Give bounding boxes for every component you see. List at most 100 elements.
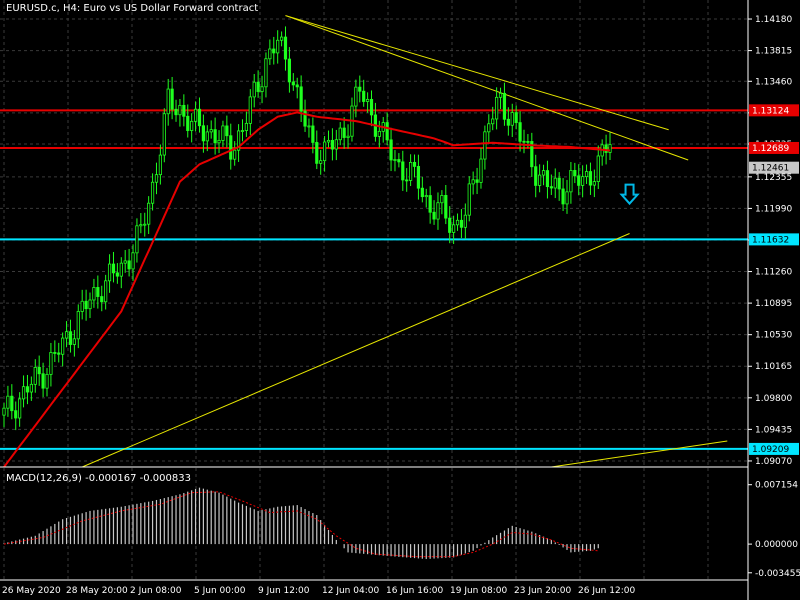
candle-body bbox=[162, 113, 166, 156]
candle bbox=[213, 117, 217, 155]
candle-body bbox=[440, 195, 444, 204]
candle-body bbox=[362, 90, 366, 102]
candle-body bbox=[186, 115, 190, 131]
time-tick-label: 28 May 20:00 bbox=[66, 586, 128, 596]
candle bbox=[440, 190, 444, 215]
candle-body bbox=[322, 141, 327, 162]
candle bbox=[57, 342, 61, 363]
candle bbox=[25, 374, 30, 405]
chart-grid bbox=[0, 0, 748, 580]
candle bbox=[264, 52, 268, 98]
candle bbox=[21, 375, 26, 408]
candle bbox=[84, 289, 88, 321]
candle bbox=[158, 144, 162, 185]
candle bbox=[319, 149, 323, 175]
level-tag-label: 1.13124 bbox=[752, 106, 789, 116]
candle-body bbox=[2, 407, 6, 416]
candle-body bbox=[197, 108, 202, 127]
candle-body bbox=[448, 217, 452, 233]
candle bbox=[131, 244, 135, 281]
candle bbox=[49, 342, 53, 387]
candle bbox=[420, 176, 424, 203]
candle bbox=[92, 278, 96, 308]
candle-body bbox=[111, 263, 116, 274]
candle-body bbox=[88, 299, 92, 310]
candle-body bbox=[502, 92, 507, 120]
candle bbox=[18, 392, 22, 427]
candle bbox=[538, 164, 542, 193]
candle-body bbox=[182, 104, 186, 117]
candle bbox=[311, 117, 315, 154]
time-tick-label: 5 Jun 00:00 bbox=[194, 586, 246, 596]
price-tick-label: 1.11260 bbox=[755, 268, 792, 278]
candle-body bbox=[405, 179, 409, 182]
candle bbox=[154, 162, 159, 195]
candle-body bbox=[221, 125, 225, 141]
level-tag bbox=[749, 141, 799, 154]
candle-body bbox=[268, 48, 272, 60]
candle-body bbox=[455, 219, 460, 226]
candle-body bbox=[80, 300, 84, 312]
candle bbox=[338, 122, 342, 146]
candle-body bbox=[365, 98, 370, 102]
candle-body bbox=[178, 104, 182, 116]
price-tick-label: 1.14180 bbox=[755, 15, 792, 25]
price-tick-label: 1.09435 bbox=[755, 425, 792, 435]
candle bbox=[354, 79, 358, 118]
candle-body bbox=[68, 331, 73, 345]
candle bbox=[225, 115, 229, 148]
candle-body bbox=[166, 88, 170, 115]
candle-body bbox=[491, 118, 495, 125]
candle-body bbox=[104, 280, 108, 303]
candle bbox=[561, 178, 565, 212]
candle bbox=[307, 118, 311, 138]
candle bbox=[362, 79, 366, 107]
candle bbox=[322, 136, 327, 172]
candle-body bbox=[553, 177, 557, 189]
candle bbox=[432, 200, 436, 225]
candle-body bbox=[127, 260, 131, 270]
candle bbox=[534, 154, 538, 198]
time-tick-label: 19 Jun 08:00 bbox=[450, 586, 507, 596]
candle-body bbox=[21, 386, 26, 400]
candle bbox=[315, 130, 319, 170]
candle-body bbox=[229, 135, 233, 160]
candle bbox=[479, 148, 483, 189]
candle-body bbox=[45, 373, 49, 389]
candle-body bbox=[495, 96, 499, 120]
candle bbox=[487, 114, 491, 144]
trend-lines bbox=[81, 15, 728, 468]
candle-body bbox=[299, 86, 303, 112]
candle bbox=[291, 73, 295, 91]
trend-line bbox=[285, 15, 689, 161]
candle-body bbox=[264, 58, 268, 88]
macd-subwindow bbox=[3, 487, 599, 560]
candle-body bbox=[236, 130, 241, 151]
candle bbox=[201, 114, 205, 153]
candle bbox=[190, 113, 194, 143]
candle bbox=[506, 107, 510, 136]
candle bbox=[514, 105, 518, 130]
candle bbox=[463, 203, 467, 239]
candle bbox=[166, 78, 170, 126]
candle-body bbox=[279, 36, 284, 41]
candle bbox=[150, 173, 155, 211]
macd-axis: 0.007154 0.000000 -0.003455 bbox=[748, 481, 800, 579]
candle-body bbox=[283, 36, 288, 60]
candle bbox=[510, 103, 514, 137]
candle bbox=[581, 165, 585, 198]
candle-body bbox=[147, 202, 151, 225]
candle-body bbox=[479, 158, 483, 183]
current-price-tag bbox=[749, 161, 799, 174]
level-tag bbox=[749, 233, 799, 246]
candle bbox=[127, 248, 131, 277]
candle-body bbox=[72, 338, 76, 345]
candle-body bbox=[334, 139, 338, 150]
candle-body bbox=[272, 48, 276, 54]
candle-body bbox=[319, 160, 323, 164]
sell-arrow-icon bbox=[619, 183, 640, 206]
candle bbox=[182, 94, 186, 127]
candle-body bbox=[295, 84, 299, 88]
candle bbox=[557, 172, 561, 201]
